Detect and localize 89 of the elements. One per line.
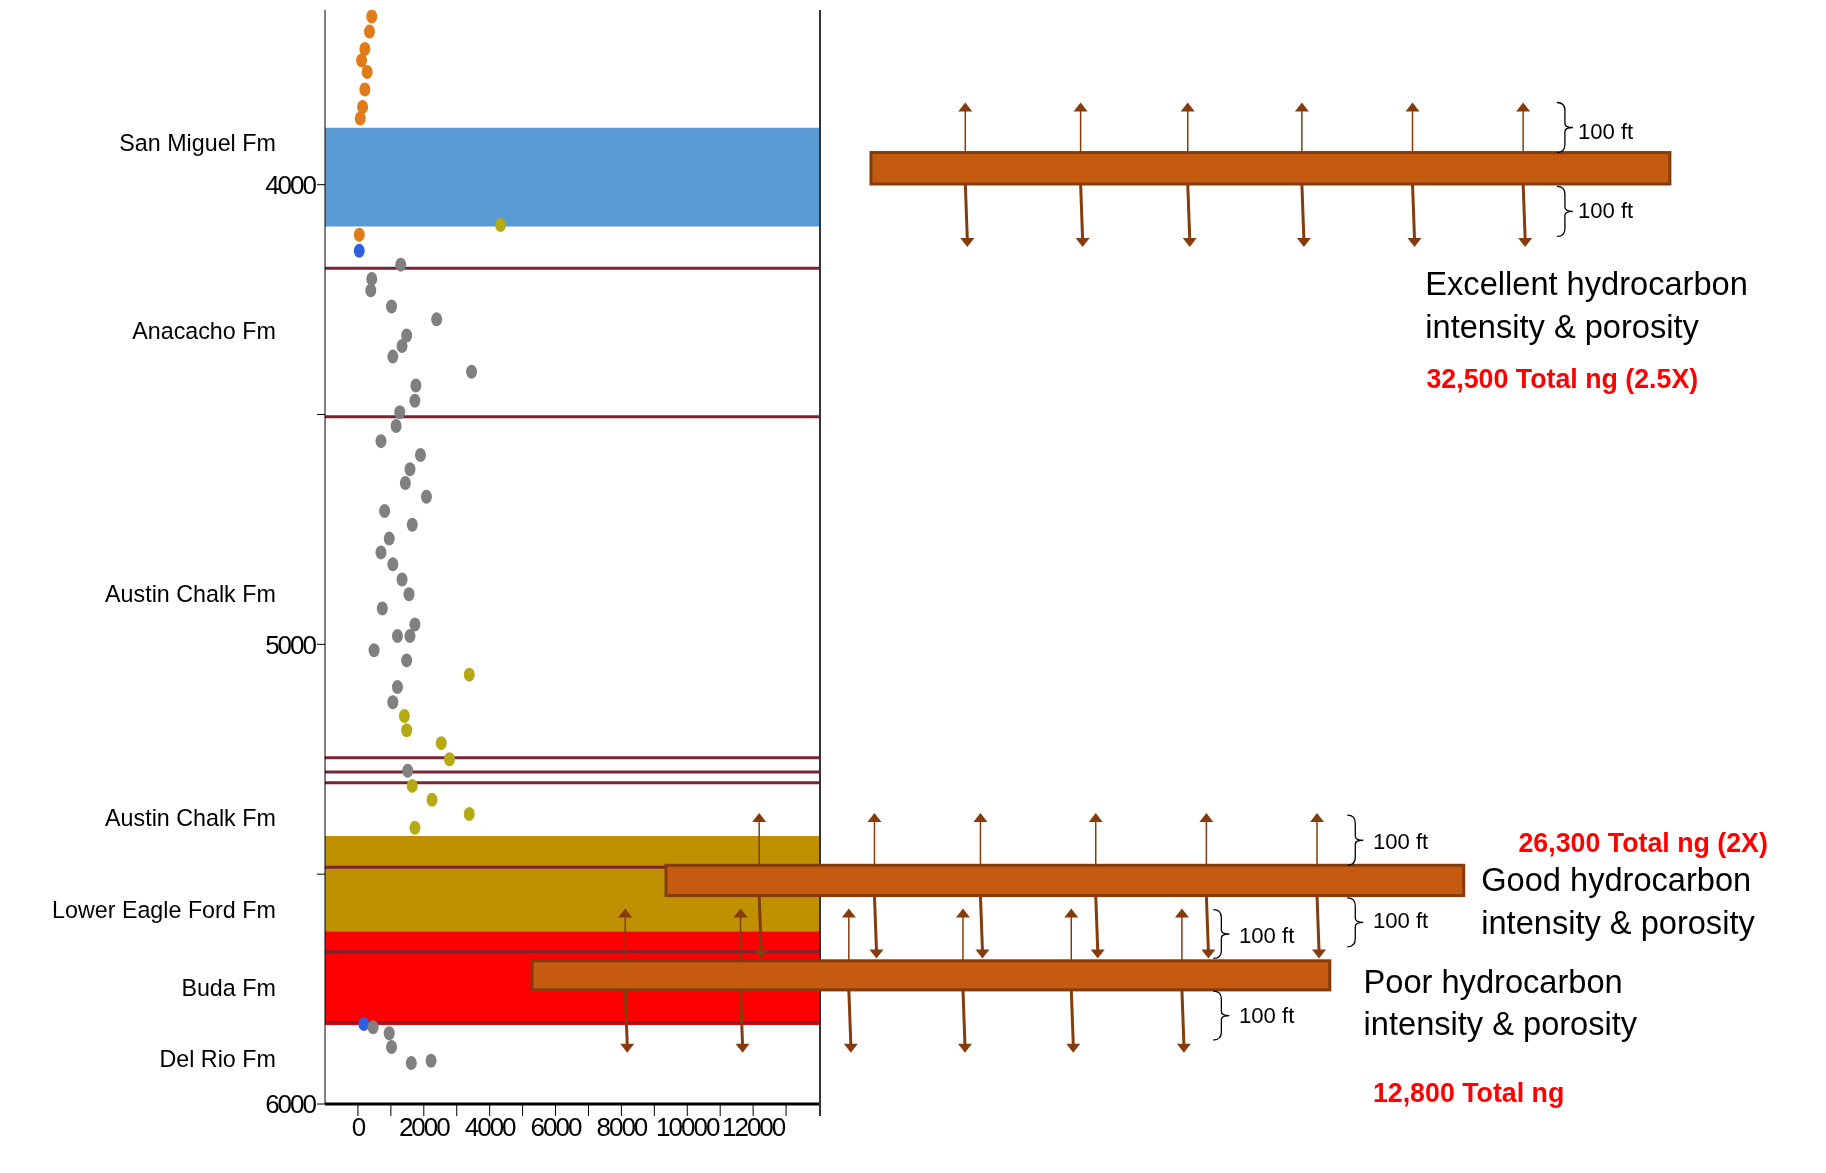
x-tick-label: 2000 [398, 1112, 451, 1143]
text: Austin Chalk Fm [104, 581, 276, 609]
point [390, 419, 402, 433]
x-tick-label: 0 [351, 1112, 366, 1143]
point [376, 601, 388, 616]
text: 100 ft [1577, 196, 1635, 225]
point [396, 339, 408, 354]
text: 26,300 Total ng (2X) [1518, 826, 1769, 860]
point [353, 227, 365, 242]
text: San Miguel Fm [118, 130, 276, 158]
point [404, 462, 416, 477]
point [391, 680, 403, 695]
point [463, 667, 475, 682]
text: 100 ft [1372, 907, 1430, 936]
point [375, 545, 387, 560]
point [495, 218, 507, 233]
point [383, 1026, 395, 1041]
point [367, 1020, 379, 1035]
point [415, 447, 427, 462]
point [368, 643, 380, 658]
point [404, 629, 416, 644]
text: 100 ft [1238, 1001, 1296, 1030]
point [466, 364, 478, 379]
text: Austin Chalk Fm [104, 804, 276, 832]
point [405, 1056, 417, 1071]
point [375, 434, 387, 449]
point [387, 695, 399, 710]
point [431, 312, 443, 327]
point [387, 557, 399, 572]
point [359, 82, 371, 97]
point [463, 806, 475, 821]
point [410, 378, 422, 393]
y-tick-label: 4000 [265, 169, 317, 200]
text: Poor hydrocarbon intensity & porosity [1363, 961, 1639, 1045]
point [379, 504, 391, 519]
x-tick-label: 8000 [596, 1112, 648, 1143]
x-tick-label: 10000 [656, 1112, 720, 1143]
point [366, 271, 378, 286]
point [386, 299, 398, 314]
x-tick-label: 12000 [721, 1112, 786, 1143]
point [409, 820, 421, 835]
point [406, 778, 418, 793]
text: Excellent hydrocarbon intensity & porosity [1425, 264, 1749, 347]
point [402, 763, 414, 778]
point [366, 10, 378, 24]
text: Anacacho Fm [131, 317, 276, 345]
text: 100 ft [1577, 117, 1635, 146]
point [363, 24, 375, 39]
text: 100 ft [1372, 828, 1430, 856]
y-tick-label: 5000 [265, 629, 317, 660]
point [359, 42, 371, 57]
point [396, 572, 408, 587]
text: 32,500 Total ng (2.5X) [1426, 363, 1700, 397]
point [406, 517, 418, 532]
point [386, 1040, 398, 1054]
point [401, 328, 413, 343]
point [365, 283, 377, 298]
point [387, 349, 399, 364]
point [401, 653, 413, 668]
point [361, 65, 373, 80]
point [391, 629, 403, 644]
point [398, 709, 410, 724]
text: 12,800 Total ng [1372, 1077, 1566, 1111]
point [409, 393, 421, 408]
point [401, 723, 413, 738]
text: Lower Eagle Ford Fm [51, 896, 276, 924]
point [443, 752, 455, 767]
point [356, 53, 368, 68]
x-tick-label: 6000 [530, 1112, 582, 1143]
point [394, 405, 406, 420]
point [383, 531, 395, 546]
text: Good hydrocarbon intensity & porosity [1481, 860, 1756, 943]
text: 100 ft [1238, 922, 1296, 951]
point [353, 243, 365, 258]
point [435, 736, 447, 751]
point [357, 99, 369, 114]
text: Del Rio Fm [158, 1045, 276, 1073]
point [354, 111, 366, 126]
point [420, 489, 432, 504]
point [395, 257, 407, 272]
text: Buda Fm [180, 974, 276, 1002]
point [409, 617, 421, 632]
point [399, 475, 411, 490]
y-tick-label: 6000 [265, 1089, 317, 1120]
x-tick-label: 4000 [464, 1112, 517, 1143]
point [403, 587, 415, 602]
point [426, 792, 438, 807]
point [425, 1053, 437, 1068]
point [358, 1017, 370, 1032]
